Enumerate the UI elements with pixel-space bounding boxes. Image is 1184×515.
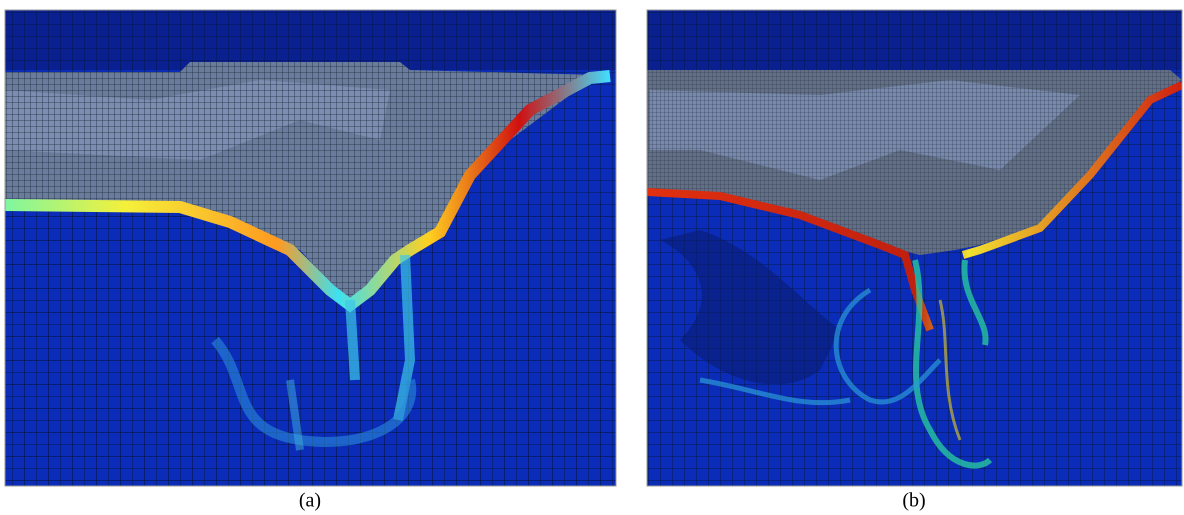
panel-b-image	[647, 10, 1182, 486]
panel-a-image	[5, 10, 616, 486]
caption: (a)	[299, 490, 321, 512]
panel-a-border	[4, 9, 617, 487]
caption: (b)	[902, 490, 925, 512]
panel-b-border	[646, 9, 1183, 487]
